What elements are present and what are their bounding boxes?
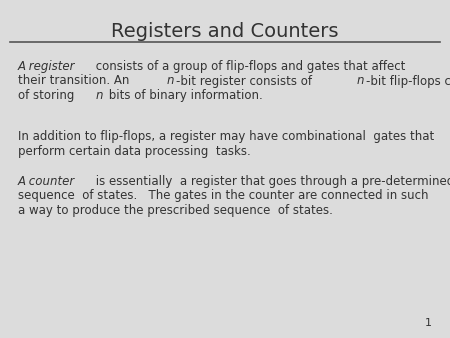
Text: consists of a group of flip-flops and gates that affect: consists of a group of flip-flops and ga… xyxy=(92,60,405,73)
Text: n: n xyxy=(166,74,174,88)
Text: Registers and Counters: Registers and Counters xyxy=(111,22,339,41)
Text: is essentially  a register that goes through a pre-determined: is essentially a register that goes thro… xyxy=(92,175,450,188)
Text: -bit flip-flops capable: -bit flip-flops capable xyxy=(366,74,450,88)
Text: 1: 1 xyxy=(425,318,432,328)
Text: sequence  of states.   The gates in the counter are connected in such: sequence of states. The gates in the cou… xyxy=(18,190,428,202)
Text: -bit register consists of: -bit register consists of xyxy=(176,74,316,88)
Text: A counter: A counter xyxy=(18,175,75,188)
Text: bits of binary information.: bits of binary information. xyxy=(105,89,263,102)
Text: In addition to flip-flops, a register may have combinational  gates that: In addition to flip-flops, a register ma… xyxy=(18,130,434,143)
Text: their transition. An: their transition. An xyxy=(18,74,133,88)
Text: n: n xyxy=(356,74,364,88)
Text: of storing: of storing xyxy=(18,89,78,102)
Text: A register: A register xyxy=(18,60,76,73)
Text: n: n xyxy=(95,89,103,102)
Text: a way to produce the prescribed sequence  of states.: a way to produce the prescribed sequence… xyxy=(18,204,333,217)
Text: perform certain data processing  tasks.: perform certain data processing tasks. xyxy=(18,145,251,158)
